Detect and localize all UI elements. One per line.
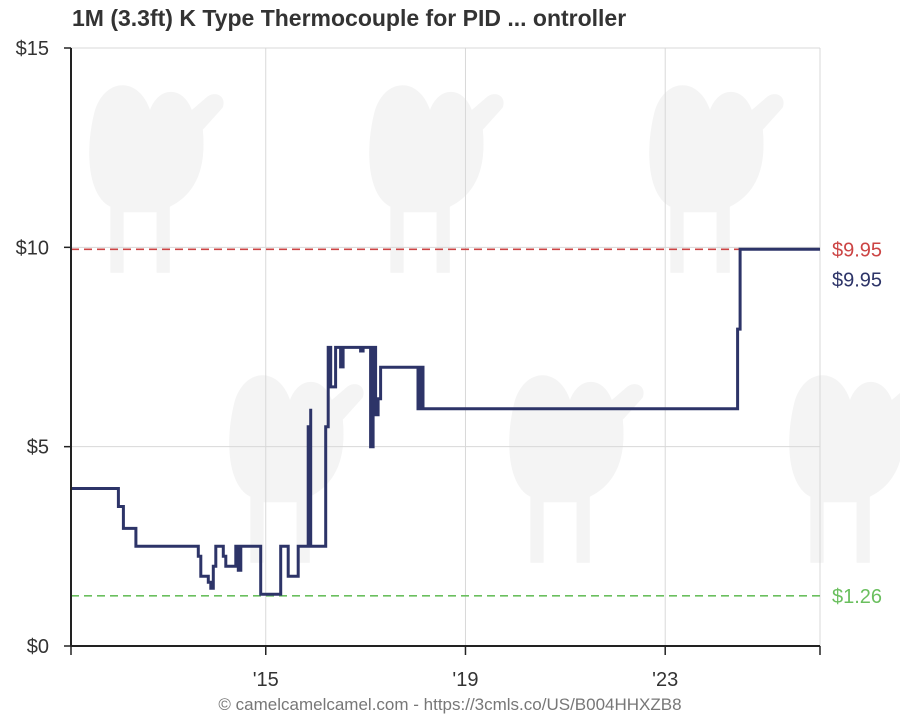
x-axis-ticks: '15 '19 '23 <box>70 646 821 691</box>
price-series <box>71 247 820 596</box>
x-tick-label: '15 <box>253 669 279 691</box>
copyright-footer: © camelcamelcamel.com - https://3cmls.co… <box>218 695 682 714</box>
camel-watermark-icon <box>369 85 504 273</box>
reference-lines <box>71 248 820 597</box>
camel-watermark-icon <box>649 85 784 273</box>
camel-watermark-icons <box>89 85 900 563</box>
camel-watermark-icon <box>789 375 900 563</box>
reference-labels: $9.95 $1.26 $9.95 <box>832 239 882 607</box>
y-tick-label: $10 <box>16 237 49 259</box>
axes <box>70 48 820 647</box>
x-tick-label: '19 <box>452 669 478 691</box>
camel-watermark-icon <box>89 85 224 273</box>
current-price-label: $9.95 <box>832 269 882 291</box>
y-tick-label: $15 <box>16 38 49 60</box>
camel-watermark-icon <box>509 375 644 563</box>
y-tick-label: $5 <box>27 437 49 459</box>
x-tick-label: '23 <box>652 669 678 691</box>
lowest-price-label: $1.26 <box>832 586 882 608</box>
chart-title: 1M (3.3ft) K Type Thermocouple for PID .… <box>72 5 627 31</box>
y-axis-ticks: $0 $5 $10 $15 <box>16 38 71 658</box>
y-tick-label: $0 <box>27 636 49 658</box>
price-series-line <box>71 247 820 596</box>
highest-price-label: $9.95 <box>832 239 882 261</box>
gridlines <box>71 47 821 646</box>
camel-watermark-icon <box>229 375 364 563</box>
